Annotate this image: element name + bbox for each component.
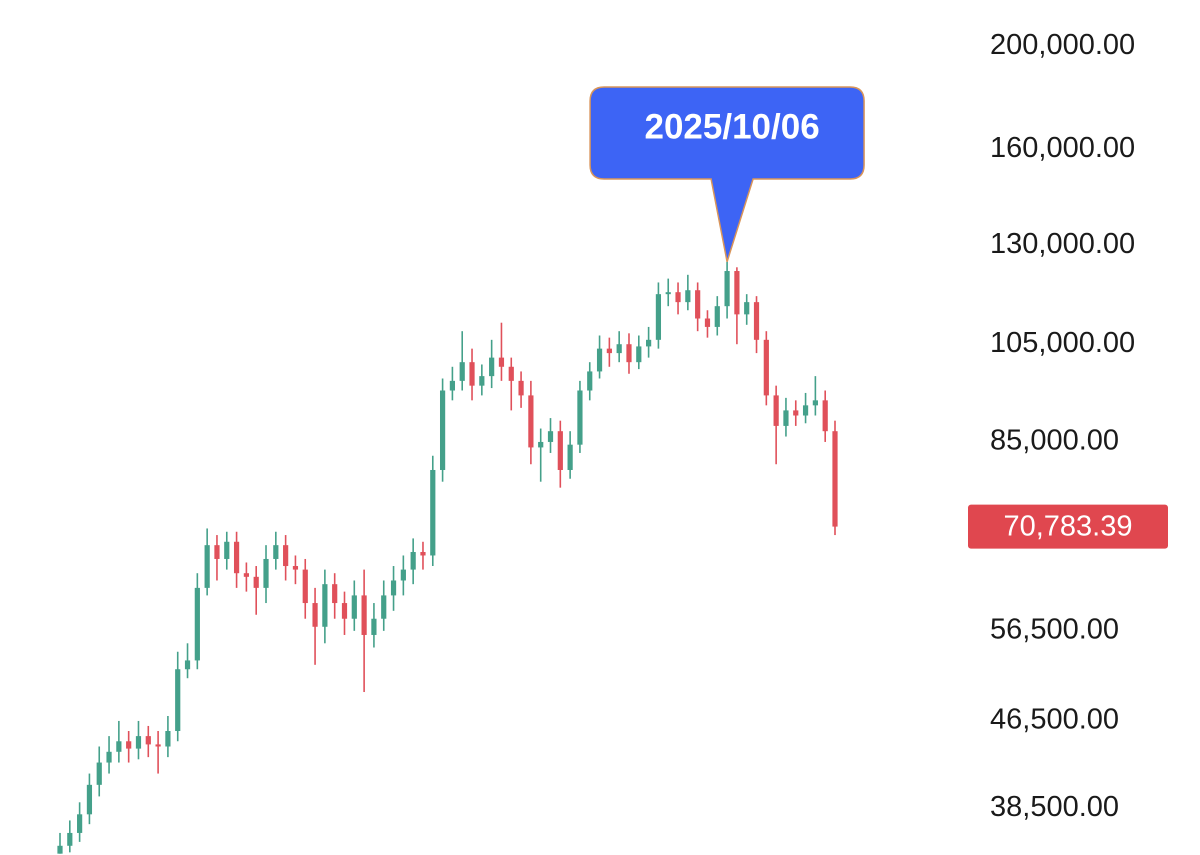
candle-body [646, 339, 652, 347]
candle-body [312, 603, 318, 627]
candle-body [302, 569, 308, 604]
candle-body [243, 573, 249, 577]
candle-body [793, 410, 799, 416]
y-tick-label: 38,500.00 [990, 791, 1119, 823]
candle-body [626, 344, 632, 363]
candle-body [685, 290, 691, 303]
candle-body [528, 395, 534, 448]
candle-body [449, 380, 456, 391]
candle-body [616, 344, 622, 354]
candle-body [135, 736, 142, 749]
candle-body [273, 545, 279, 559]
candle-body [714, 306, 720, 327]
candle-body [832, 431, 838, 527]
candle-body [675, 292, 681, 303]
candle-body [773, 395, 779, 426]
candle-body [636, 346, 642, 363]
candle-body [695, 290, 701, 319]
candle-body [400, 569, 406, 581]
y-tick-label: 46,500.00 [990, 704, 1119, 736]
y-tick-label: 105,000.00 [990, 327, 1135, 359]
price-tag [968, 504, 1168, 549]
candle-body [410, 552, 416, 570]
candle-body [498, 357, 505, 367]
candle-body [292, 566, 299, 570]
candle-body [194, 587, 200, 661]
candle-body [822, 400, 828, 432]
candle-body [224, 541, 230, 559]
candle-body [724, 271, 730, 307]
candle-body [233, 541, 240, 574]
candle-body [204, 545, 210, 588]
candle-body [390, 580, 397, 596]
candle-body [351, 595, 357, 619]
y-tick-label: 200,000.00 [990, 29, 1135, 61]
candle-body [753, 302, 760, 340]
candle-body [381, 595, 387, 619]
candle-body [332, 584, 338, 604]
candle-body [596, 348, 603, 372]
candle-body [763, 339, 769, 396]
candle-body [469, 362, 475, 386]
candle-body [430, 469, 436, 556]
candle-body [106, 751, 112, 763]
candle-body [567, 444, 573, 470]
candle-body [420, 552, 426, 556]
annotation-label: 2025/10/06 [645, 107, 820, 146]
candle-body [479, 376, 485, 386]
candle-body [734, 271, 740, 315]
candle-body [744, 302, 750, 315]
candle-body [371, 618, 377, 635]
candle-body [253, 576, 259, 588]
candle-body [812, 400, 818, 406]
candle-body [67, 832, 73, 846]
candle-body [557, 431, 563, 470]
candle-body [518, 380, 524, 396]
y-tick-label: 85,000.00 [990, 425, 1119, 457]
candle-body [165, 730, 171, 747]
candle-body [577, 390, 583, 445]
candle-body [86, 784, 93, 815]
candle-body [175, 669, 181, 731]
candle-body [547, 431, 554, 442]
candle-body [283, 545, 289, 567]
candle-body [184, 660, 191, 670]
candle-body [145, 736, 151, 745]
candle-body [341, 603, 348, 619]
candle-body [587, 371, 593, 391]
candle-body [783, 410, 789, 426]
y-tick-label: 56,500.00 [990, 614, 1119, 646]
candle-body [57, 845, 63, 854]
candle-body [459, 362, 465, 381]
y-tick-label: 130,000.00 [990, 228, 1135, 260]
candle-body [361, 595, 367, 635]
candle-body [538, 441, 544, 448]
annotation-bubble [589, 86, 865, 262]
candle-body [655, 294, 662, 340]
price-tag-label: 70,783.39 [1003, 510, 1132, 542]
candle-body [439, 390, 446, 470]
candle-body [606, 348, 612, 354]
candle-body [116, 741, 122, 752]
candle-body [802, 405, 809, 416]
candle-body [489, 357, 495, 377]
candle-body [263, 558, 269, 588]
candle-body [96, 762, 102, 785]
candle-body [508, 366, 514, 381]
candle-body [77, 814, 83, 833]
candle-body [155, 744, 161, 747]
candle-body [665, 292, 671, 295]
candle-body [704, 318, 711, 327]
candle-body [214, 545, 220, 559]
y-tick-label: 160,000.00 [990, 132, 1135, 164]
candle-body [322, 584, 328, 627]
candle-body [126, 741, 132, 749]
